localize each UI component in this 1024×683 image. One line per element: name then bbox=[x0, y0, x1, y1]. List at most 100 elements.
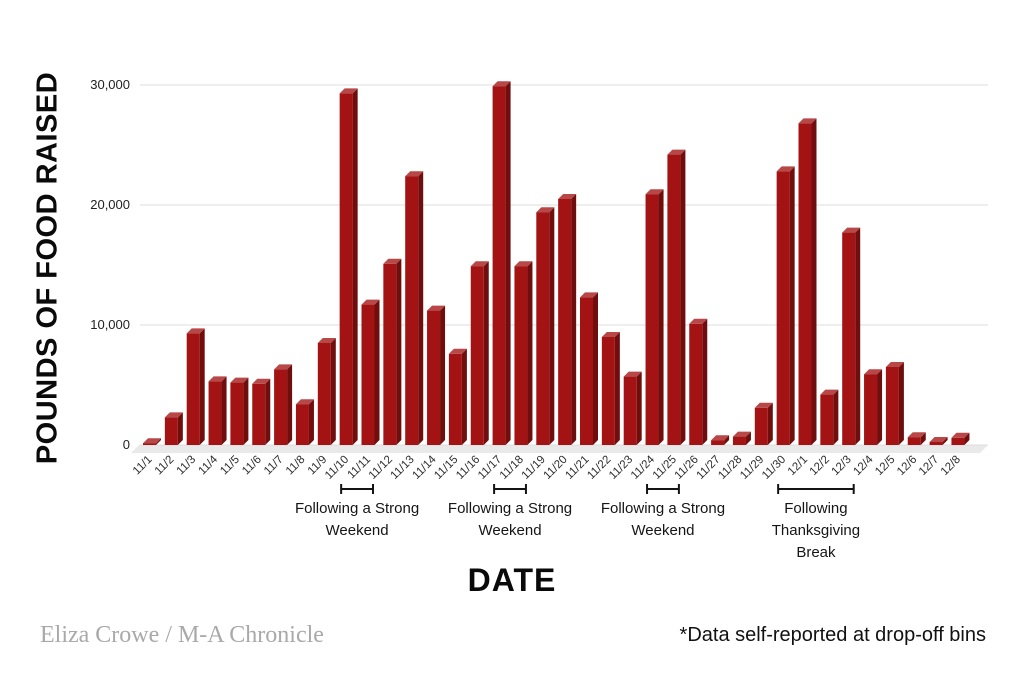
bar bbox=[492, 86, 506, 445]
bar bbox=[864, 374, 878, 445]
bar bbox=[558, 199, 572, 445]
bar bbox=[820, 394, 834, 445]
bar-side bbox=[745, 431, 751, 445]
bar-side bbox=[374, 299, 380, 445]
bar-top bbox=[711, 435, 730, 441]
x-tick-label: 12/4 bbox=[851, 453, 876, 478]
annotation-line: Thanksgiving bbox=[772, 522, 860, 539]
x-tick-label: 11/26 bbox=[673, 454, 701, 482]
x-tick-label: 11/15 bbox=[432, 454, 460, 482]
bar-side bbox=[702, 318, 708, 445]
x-tick-label: 11/29 bbox=[738, 454, 766, 482]
annotation-line: Break bbox=[796, 544, 836, 560]
bar-side bbox=[440, 305, 446, 445]
bar bbox=[951, 437, 965, 445]
x-tick-label: 11/27 bbox=[694, 454, 722, 482]
x-axis-title: DATE bbox=[467, 562, 557, 598]
bar-top bbox=[776, 166, 795, 172]
bar bbox=[295, 404, 309, 445]
bar-side bbox=[199, 328, 205, 445]
bar-top bbox=[492, 81, 511, 87]
bar bbox=[732, 436, 746, 445]
bar-side bbox=[680, 149, 686, 445]
bar-top bbox=[820, 389, 839, 395]
bar-side bbox=[658, 189, 664, 445]
x-tick-label: 11/5 bbox=[218, 454, 242, 478]
y-tick-label: 30,000 bbox=[90, 77, 130, 92]
bar-top bbox=[427, 305, 446, 311]
annotation-line: Weekend bbox=[326, 522, 389, 539]
bar-top bbox=[601, 332, 620, 337]
footnote-text: *Data self-reported at drop-off bins bbox=[679, 624, 986, 646]
x-tick-label: 11/10 bbox=[323, 454, 351, 482]
bar-top bbox=[689, 318, 708, 324]
bar-top bbox=[230, 377, 249, 383]
bar-top bbox=[274, 364, 293, 370]
x-tick-label: 11/17 bbox=[476, 454, 504, 482]
bar-side bbox=[964, 432, 970, 445]
bar-top bbox=[623, 371, 642, 377]
bar bbox=[754, 407, 768, 445]
bar bbox=[339, 93, 353, 446]
x-tick-label: 11/3 bbox=[175, 454, 199, 478]
x-tick-label: 11/2 bbox=[153, 454, 177, 478]
x-tick-label: 12/5 bbox=[873, 454, 897, 478]
x-tick-label: 11/21 bbox=[563, 454, 591, 482]
bar-top bbox=[558, 194, 577, 199]
bar-side bbox=[418, 171, 424, 445]
annotation-line: Weekend bbox=[631, 522, 694, 539]
bar bbox=[143, 443, 156, 445]
chart-floor bbox=[131, 445, 988, 453]
x-tick-label: 11/22 bbox=[585, 454, 613, 482]
x-tick-label: 11/23 bbox=[607, 454, 635, 482]
bar-side bbox=[811, 118, 817, 446]
bar-side bbox=[308, 399, 314, 445]
bar-side bbox=[330, 338, 336, 445]
x-tick-label: 11/12 bbox=[367, 454, 395, 482]
y-tick-label: 20,000 bbox=[90, 197, 130, 212]
bar-side bbox=[243, 377, 249, 445]
bar-side bbox=[461, 348, 467, 445]
bar-chart: 010,00020,00030,00011/111/211/311/411/51… bbox=[90, 77, 988, 560]
bar-side bbox=[265, 378, 271, 445]
bar-top bbox=[951, 432, 970, 438]
bar-side bbox=[549, 207, 555, 445]
credit-text: Eliza Crowe / M-A Chronicle bbox=[40, 622, 324, 648]
bar bbox=[580, 297, 593, 445]
bar bbox=[645, 194, 659, 445]
bar bbox=[186, 333, 200, 445]
bar-top bbox=[842, 227, 861, 233]
bar bbox=[252, 383, 266, 445]
bar-top bbox=[885, 362, 904, 367]
x-tick-label: 11/14 bbox=[410, 453, 439, 482]
bar-side bbox=[877, 369, 883, 445]
bar bbox=[842, 232, 856, 445]
bar bbox=[164, 417, 178, 445]
bar-side bbox=[789, 166, 795, 445]
bar-top bbox=[580, 292, 598, 298]
bar-side bbox=[396, 258, 402, 445]
bar-side bbox=[483, 261, 489, 445]
y-tick-label: 10,000 bbox=[90, 317, 130, 332]
x-tick-label: 11/28 bbox=[716, 454, 744, 482]
bar-top bbox=[907, 432, 926, 438]
bar bbox=[405, 176, 419, 445]
bar-top bbox=[667, 149, 686, 155]
bar bbox=[230, 382, 244, 445]
x-tick-label: 11/8 bbox=[284, 454, 308, 478]
x-tick-label: 12/7 bbox=[917, 454, 941, 478]
bar-side bbox=[221, 376, 227, 445]
range-bracket bbox=[777, 484, 855, 494]
bar-side bbox=[614, 332, 620, 445]
annotation-line: Weekend bbox=[478, 522, 541, 539]
bar bbox=[361, 304, 375, 445]
bar bbox=[427, 310, 441, 445]
range-bracket bbox=[340, 484, 374, 494]
bar-top bbox=[448, 348, 467, 354]
x-tick-label: 11/1 bbox=[131, 454, 155, 478]
bar-side bbox=[942, 437, 948, 445]
bar-top bbox=[929, 437, 948, 442]
bar bbox=[711, 440, 725, 445]
bar bbox=[208, 381, 222, 445]
bar-top bbox=[405, 171, 424, 177]
